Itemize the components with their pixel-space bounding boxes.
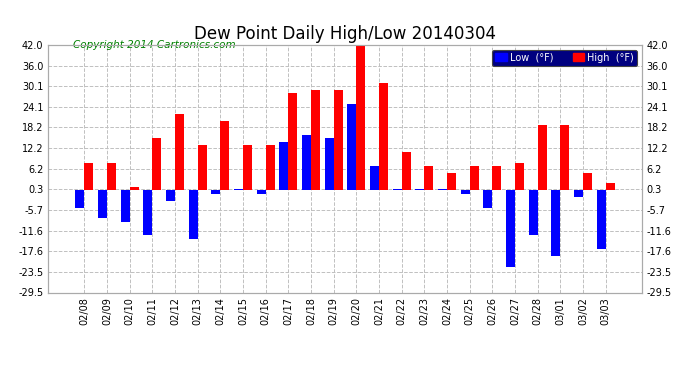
Bar <box>211 190 220 194</box>
Legend: Low  (°F), High  (°F): Low (°F), High (°F) <box>492 50 637 66</box>
Bar <box>415 189 424 190</box>
Bar <box>188 190 197 239</box>
Bar <box>356 42 366 190</box>
Bar <box>347 104 356 190</box>
Bar <box>424 166 433 190</box>
Bar <box>288 93 297 190</box>
Bar <box>447 173 456 190</box>
Bar <box>606 183 615 190</box>
Bar <box>121 190 130 222</box>
Bar <box>234 189 243 190</box>
Bar <box>470 166 479 190</box>
Bar <box>402 152 411 190</box>
Bar <box>197 146 207 190</box>
Bar <box>574 190 583 197</box>
Title: Dew Point Daily High/Low 20140304: Dew Point Daily High/Low 20140304 <box>194 26 496 44</box>
Bar <box>597 190 606 249</box>
Bar <box>583 173 592 190</box>
Bar <box>130 187 139 190</box>
Text: Copyright 2014 Cartronics.com: Copyright 2014 Cartronics.com <box>73 40 235 50</box>
Bar <box>493 166 502 190</box>
Bar <box>279 142 288 190</box>
Bar <box>551 190 560 256</box>
Bar <box>311 90 320 190</box>
Bar <box>379 83 388 190</box>
Bar <box>529 190 538 236</box>
Bar <box>302 135 311 190</box>
Bar <box>266 146 275 190</box>
Bar <box>144 190 152 236</box>
Bar <box>515 163 524 190</box>
Bar <box>538 124 546 190</box>
Bar <box>560 124 569 190</box>
Bar <box>324 138 334 190</box>
Bar <box>483 190 493 208</box>
Bar <box>257 190 266 194</box>
Bar <box>98 190 107 218</box>
Bar <box>438 189 447 190</box>
Bar <box>84 163 93 190</box>
Bar <box>370 166 379 190</box>
Bar <box>334 90 343 190</box>
Bar <box>175 114 184 190</box>
Bar <box>75 190 84 208</box>
Bar <box>152 138 161 190</box>
Bar <box>166 190 175 201</box>
Bar <box>107 163 116 190</box>
Bar <box>220 121 229 190</box>
Bar <box>506 190 515 267</box>
Bar <box>393 189 402 190</box>
Bar <box>461 190 470 194</box>
Bar <box>243 146 252 190</box>
